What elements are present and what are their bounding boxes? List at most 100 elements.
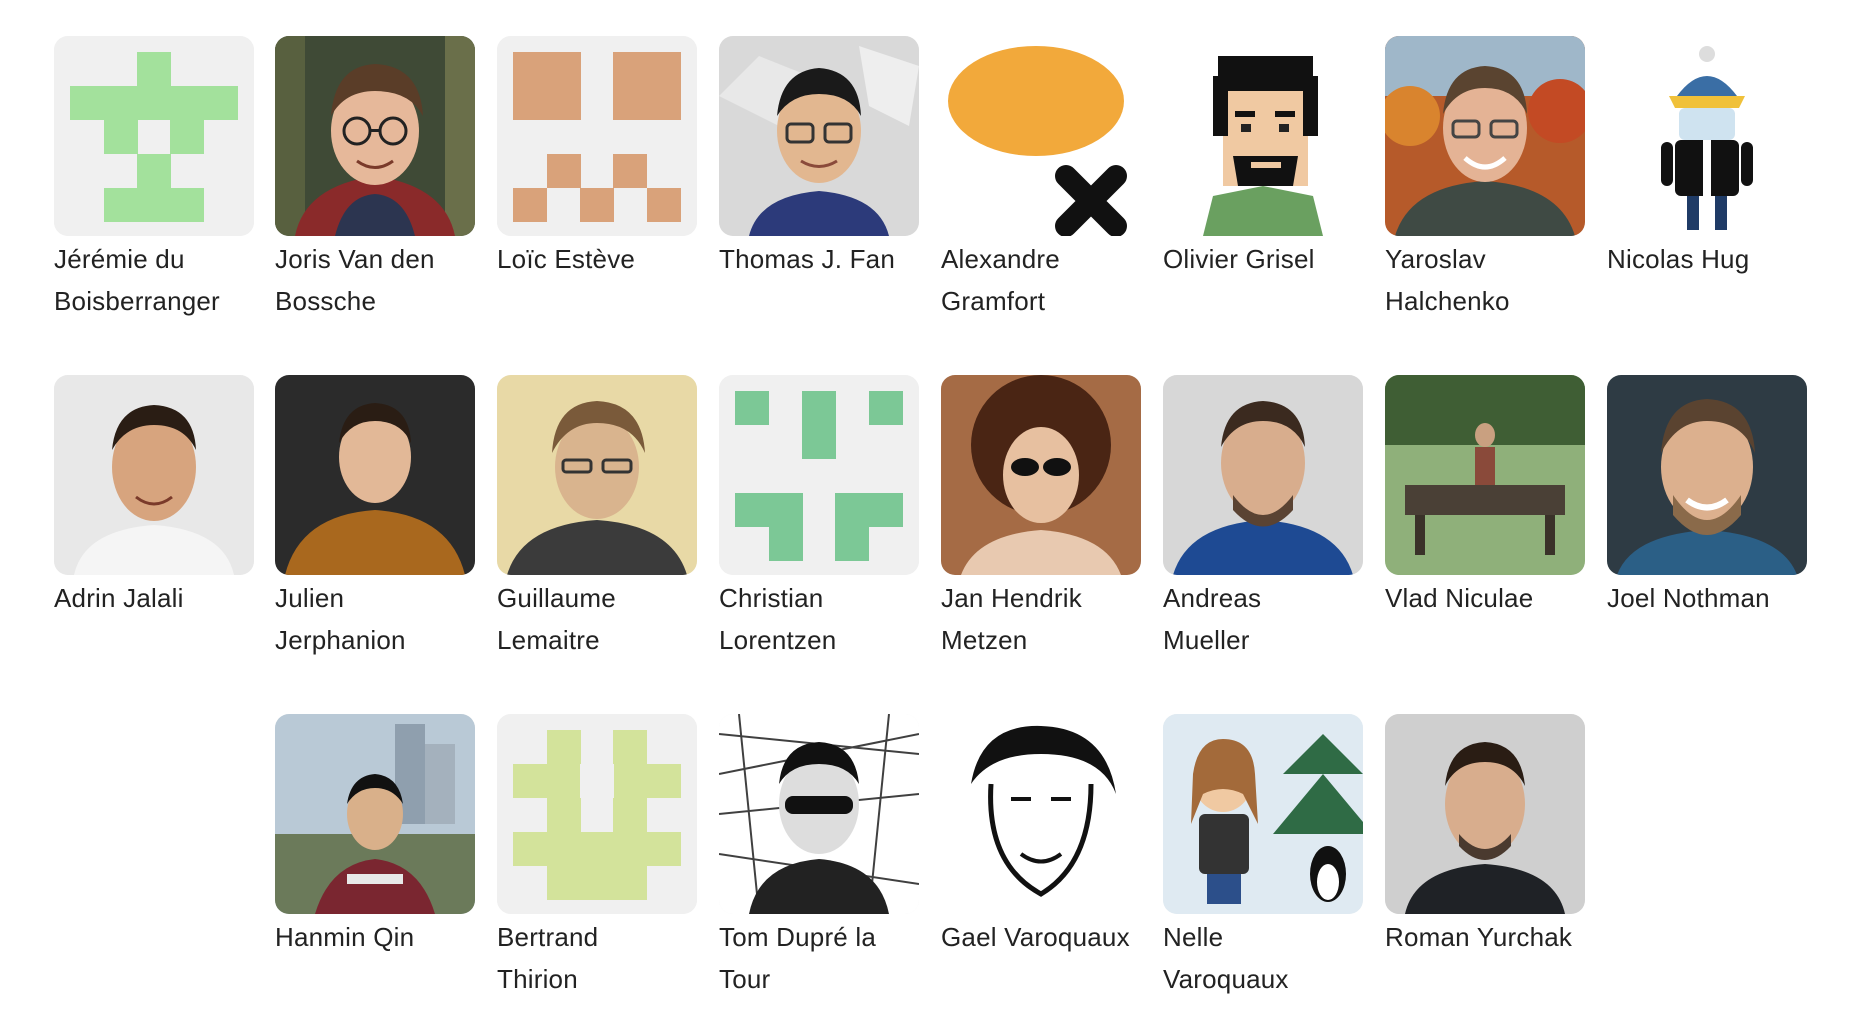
team-member-alexandre-gramfort[interactable]: Alexandre Gramfort <box>941 36 1151 322</box>
member-name-line2: Tour <box>719 964 771 994</box>
member-name-line2: Lemaitre <box>497 625 600 655</box>
team-member-joris-van-den-bossche[interactable]: Joris Van den Bossche <box>275 36 485 322</box>
team-member-adrin-jalali[interactable]: Adrin Jalali <box>54 375 264 619</box>
identicon-avatar-icon <box>497 36 697 236</box>
team-member-joel-nothman[interactable]: Joel Nothman <box>1607 375 1817 619</box>
photo-avatar-icon <box>275 375 475 575</box>
team-member-yaroslav-halchenko[interactable]: Yaroslav Halchenko <box>1385 36 1595 322</box>
member-name-line1: Gael Varoquaux <box>941 922 1130 952</box>
member-name-line2: Thirion <box>497 964 578 994</box>
team-member-andreas-mueller[interactable]: Andreas Mueller <box>1163 375 1373 661</box>
avatar <box>1163 375 1363 575</box>
team-member-jan-hendrik-metzen[interactable]: Jan Hendrik Metzen <box>941 375 1151 661</box>
android-figure-icon <box>1607 36 1807 236</box>
avatar <box>497 36 697 236</box>
team-member-roman-yurchak[interactable]: Roman Yurchak <box>1385 714 1595 958</box>
member-name-line1: Christian <box>719 583 824 613</box>
photo-avatar-icon <box>275 36 475 236</box>
team-member-loic-esteve[interactable]: Loïc Estève <box>497 36 707 280</box>
team-member-christian-lorentzen[interactable]: Christian Lorentzen <box>719 375 929 661</box>
team-member-vlad-niculae[interactable]: Vlad Niculae <box>1385 375 1595 619</box>
avatar <box>275 36 475 236</box>
member-name-line2: Bossche <box>275 286 377 316</box>
photo-avatar-icon <box>497 375 697 575</box>
avatar <box>1163 36 1363 236</box>
member-name-line1: Hanmin Qin <box>275 922 415 952</box>
avatar <box>497 714 697 914</box>
orange-blob-drawing-icon <box>941 36 1141 236</box>
avatar <box>275 714 475 914</box>
avatar <box>497 375 697 575</box>
avatar <box>719 714 919 914</box>
sketch-bw-avatar-icon <box>719 714 919 914</box>
member-name-line1: Roman Yurchak <box>1385 922 1573 952</box>
member-name-line1: Joel Nothman <box>1607 583 1770 613</box>
member-name-line1: Andreas <box>1163 583 1262 613</box>
member-name-line1: Thomas J. Fan <box>719 244 895 274</box>
team-member-hanmin-qin[interactable]: Hanmin Qin <box>275 714 485 958</box>
photo-avatar-icon <box>54 375 254 575</box>
avatar <box>1163 714 1363 914</box>
member-name-line1: Yaroslav <box>1385 244 1486 274</box>
member-name-line1: Julien <box>275 583 345 613</box>
member-name-line2: Halchenko <box>1385 286 1510 316</box>
team-member-jeremie-du-boisberranger[interactable]: Jérémie du Boisberranger <box>54 36 264 322</box>
identicon-avatar-icon <box>719 375 919 575</box>
member-name-line1: Guillaume <box>497 583 616 613</box>
member-name-line1: Loïc Estève <box>497 244 636 274</box>
member-name-line2: Metzen <box>941 625 1028 655</box>
avatar <box>1607 375 1807 575</box>
team-member-nelle-varoquaux[interactable]: Nelle Varoquaux <box>1163 714 1373 1000</box>
member-name-line1: Vlad Niculae <box>1385 583 1534 613</box>
team-member-julien-jerphanion[interactable]: Julien Jerphanion <box>275 375 485 661</box>
member-name-line2: Gramfort <box>941 286 1046 316</box>
photo-avatar-icon <box>1607 375 1807 575</box>
member-name-line1: Tom Dupré la <box>719 922 877 952</box>
member-name-line1: Bertrand <box>497 922 599 952</box>
member-name-line1: Nelle <box>1163 922 1224 952</box>
member-name-line1: Nicolas Hug <box>1607 244 1750 274</box>
avatar <box>941 375 1141 575</box>
member-name-line2: Mueller <box>1163 625 1250 655</box>
line-drawing-avatar-icon <box>941 714 1141 914</box>
team-member-olivier-grisel[interactable]: Olivier Grisel <box>1163 36 1373 280</box>
member-name-line1: Adrin Jalali <box>54 583 184 613</box>
member-name-line2: Lorentzen <box>719 625 837 655</box>
team-member-nicolas-hug[interactable]: Nicolas Hug <box>1607 36 1817 280</box>
member-name-line2: Varoquaux <box>1163 964 1289 994</box>
avatar <box>1385 375 1585 575</box>
member-name-line1: Joris Van den <box>275 244 435 274</box>
photo-avatar-icon <box>1163 375 1363 575</box>
member-name-line1: Jan Hendrik <box>941 583 1082 613</box>
member-name-line2: Jerphanion <box>275 625 406 655</box>
member-name-line1: Olivier Grisel <box>1163 244 1315 274</box>
member-name-line1: Alexandre <box>941 244 1060 274</box>
team-member-thomas-j-fan[interactable]: Thomas J. Fan <box>719 36 929 280</box>
photo-avatar-icon <box>941 375 1141 575</box>
avatar <box>1385 36 1585 236</box>
identicon-avatar-icon <box>54 36 254 236</box>
avatar <box>941 36 1141 236</box>
member-name-line2: Boisberranger <box>54 286 220 316</box>
photo-avatar-icon <box>275 714 475 914</box>
photo-avatar-icon <box>1385 36 1585 236</box>
photo-avatar-icon <box>719 36 919 236</box>
avatar <box>54 36 254 236</box>
avatar <box>275 375 475 575</box>
cartoon-penguin-avatar-icon <box>1163 714 1363 914</box>
pixel-art-portrait-icon <box>1163 36 1363 236</box>
avatar <box>941 714 1141 914</box>
team-member-bertrand-thirion[interactable]: Bertrand Thirion <box>497 714 707 1000</box>
avatar <box>1385 714 1585 914</box>
team-member-guillaume-lemaitre[interactable]: Guillaume Lemaitre <box>497 375 707 661</box>
team-member-tom-dupre-la-tour[interactable]: Tom Dupré la Tour <box>719 714 929 1000</box>
avatar <box>719 375 919 575</box>
team-member-gael-varoquaux[interactable]: Gael Varoquaux <box>941 714 1151 958</box>
identicon-avatar-icon <box>497 714 697 914</box>
avatar <box>54 375 254 575</box>
avatar <box>1607 36 1807 236</box>
member-name-line1: Jérémie du <box>54 244 185 274</box>
photo-avatar-icon <box>1385 375 1585 575</box>
photo-avatar-icon <box>1385 714 1585 914</box>
